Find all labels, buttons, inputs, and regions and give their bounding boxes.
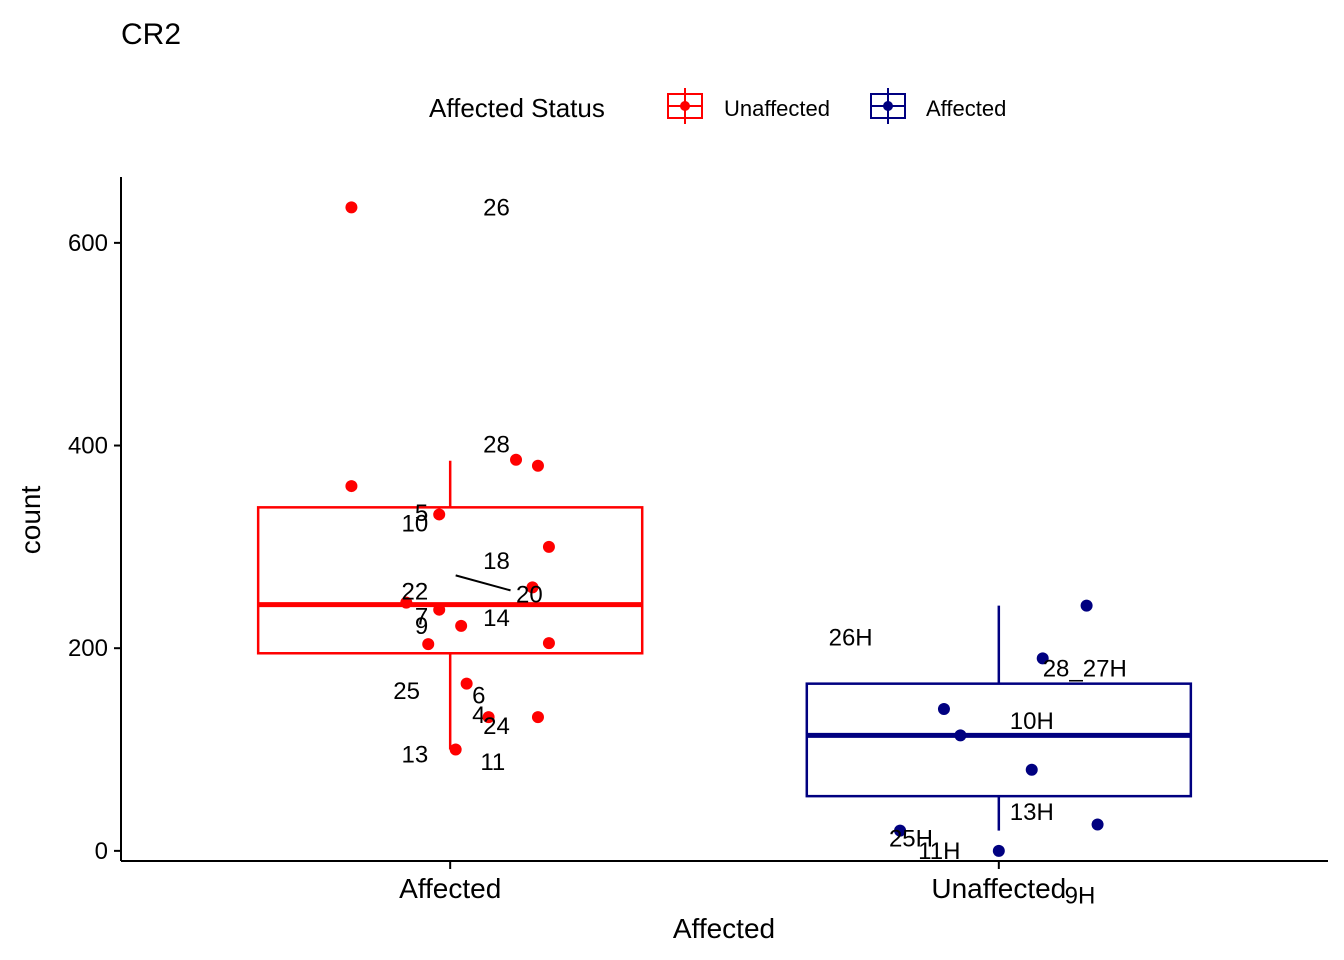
point-label: 5 [415,500,428,527]
point-label: 26 [483,194,510,221]
legend-key-unaffected [667,88,703,124]
y-tick-label-400: 400 [68,433,108,460]
point-label: 22 [402,579,429,606]
data-point [1036,652,1049,665]
point-label: 11 [480,749,505,776]
point-label: 28_27H [1043,655,1127,682]
data-point [526,581,539,594]
point-label: 13H [1010,799,1054,826]
data-point [937,703,950,715]
legend-label-unaffected: Unaffected [724,96,830,121]
data-point [433,508,446,521]
point-label: 4 [472,702,485,729]
box-unaffected [805,682,1193,798]
data-point [449,743,462,756]
label-leader-line [455,574,511,592]
point-label: 28 [483,432,510,459]
point-label: 25H [889,826,933,853]
data-point [1025,763,1038,776]
x-axis-title: Affected [673,913,775,944]
box-affected [256,506,644,655]
y-tick-label-600: 600 [68,230,108,257]
point-label: 10 [402,510,429,537]
data-point [894,824,907,837]
point-label: 24 [483,713,510,740]
point-label: 9H [1065,883,1096,910]
y-tick-label-200: 200 [68,635,108,662]
data-point [542,540,555,553]
point-label: 18 [483,548,510,575]
data-point [400,596,413,609]
y-tick-label-0: 0 [95,838,108,865]
legend-title: Affected Status [429,93,605,123]
data-point [482,711,495,724]
point-label: 25 [393,678,420,705]
data-point [460,677,473,690]
point-label: 14 [483,605,510,632]
point-label: 7 [415,604,428,631]
point-label: 9 [415,613,428,640]
x-tick-label-affected: Affected [399,873,501,904]
data-point [422,638,435,651]
data-point [433,603,446,616]
data-point [345,480,358,493]
legend: Affected Status Unaffected Affected [429,88,1006,124]
point-label: 6 [472,683,485,710]
chart-title: CR2 [121,18,181,51]
axes: 0 200 400 600 Affected Unaffected [68,177,1328,904]
data-point [542,637,555,650]
point-label: 26H [829,625,873,652]
legend-key-affected [870,88,906,124]
data-point [954,729,967,742]
y-axis-title: count [15,486,46,555]
data-point [531,711,544,724]
legend-label-affected: Affected [926,96,1006,121]
data-point [1080,599,1093,612]
data-point [1091,818,1104,831]
x-tick-label-unaffected: Unaffected [931,873,1066,904]
point-label: 20 [516,581,543,608]
data-point [531,459,544,472]
point-label: 10H [1010,708,1054,735]
data-point [455,619,468,632]
data-point [992,844,1005,857]
data-point [345,201,358,214]
point-label: 13 [402,742,429,769]
data-point [510,453,523,466]
